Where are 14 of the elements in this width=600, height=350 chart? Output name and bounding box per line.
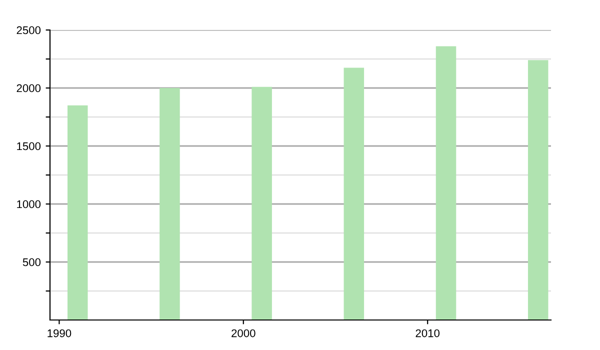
y-tick-label: 1500: [17, 142, 41, 150]
x-tick-label: 2000: [232, 329, 256, 338]
y-tick-label: 2500: [16, 26, 41, 34]
bar: [344, 68, 364, 320]
bar: [160, 88, 180, 320]
y-tick-label: 2000: [16, 84, 41, 92]
bar: [436, 46, 456, 320]
y-tick-label: 1000: [17, 200, 41, 208]
x-tick-label: 1990: [48, 329, 72, 338]
bar: [528, 60, 548, 320]
bar: [68, 105, 88, 320]
bar: [252, 86, 272, 320]
x-tick-label: 2010: [416, 329, 440, 338]
y-tick-label: 500: [22, 258, 41, 266]
